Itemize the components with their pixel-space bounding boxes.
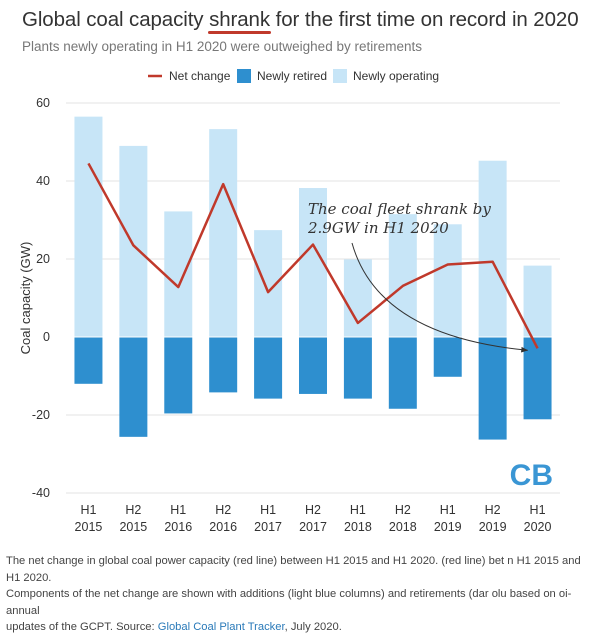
x-tick-label: 2015 (75, 520, 103, 534)
bar-newly-retired (478, 337, 507, 440)
legend-swatch-newly-retired (237, 69, 251, 83)
y-tick-label: 40 (36, 174, 50, 188)
bar-newly-retired (209, 337, 238, 393)
annotation: The coal fleet shrank by2.9GW in H1 2020 (307, 200, 529, 353)
bar-newly-retired (74, 337, 103, 384)
bar-newly-retired (254, 337, 283, 399)
x-tick-label: H2 (395, 503, 411, 517)
x-tick-label: 2019 (479, 520, 507, 534)
bar-newly-retired (523, 337, 552, 420)
x-tick-label: 2015 (119, 520, 147, 534)
bar-newly-retired (343, 337, 372, 399)
bar-newly-operating (388, 214, 417, 337)
y-axis-label: Coal capacity (GW) (18, 242, 33, 355)
x-tick-label: H2 (485, 503, 501, 517)
y-tick-label: 60 (36, 96, 50, 110)
caption-text: olu (491, 588, 507, 600)
annotation-text: The coal fleet shrank by (308, 200, 491, 218)
caption-text: , July 2020. (284, 621, 342, 633)
bar-newly-retired (164, 337, 193, 414)
bar-newly-operating (523, 265, 552, 337)
x-tick-labels: H1 2015 H2 2015 H1 2016 H2 2016 H1 2017 H2 2017 H1 20… (75, 503, 552, 534)
x-tick-label: 2017 (254, 520, 282, 534)
x-tick-label: H1 (170, 503, 186, 517)
bars (74, 116, 552, 440)
caption-text: n H1 2015 and H1 2020. (6, 555, 581, 584)
annotation-text: 2.9GW in H1 2020 (307, 219, 449, 237)
caption-text: The net change in global coal power capa… (6, 555, 505, 567)
x-tick-label: 2016 (164, 520, 192, 534)
x-tick-label: 2020 (524, 520, 552, 534)
x-tick-label: 2018 (389, 520, 417, 534)
legend-label-newly-retired: Newly retired (257, 69, 327, 83)
chart-subtitle: Plants newly operating in H1 2020 were o… (22, 39, 422, 54)
bar-newly-operating (343, 259, 372, 337)
carbon-brief-logo: CB (510, 459, 553, 492)
bar-newly-retired (388, 337, 417, 409)
x-tick-label: H2 (305, 503, 321, 517)
bar-newly-operating (119, 145, 148, 337)
x-tick-label: 2017 (299, 520, 327, 534)
bar-newly-retired (433, 337, 462, 377)
y-tick-labels: 60 40 20 0 -20 -40 (32, 96, 50, 500)
legend-swatch-newly-operating (333, 69, 347, 83)
x-tick-label: H1 (350, 503, 366, 517)
x-tick-label: H2 (215, 503, 231, 517)
title-part: Global coal capacity (22, 8, 210, 31)
source-link[interactable]: Global Coal Plant Tracker (157, 621, 285, 633)
bar-newly-retired (299, 337, 327, 394)
x-tick-label: 2018 (344, 520, 372, 534)
bar-newly-operating (433, 224, 462, 337)
x-tick-label: 2019 (434, 520, 462, 534)
annotation-arrow (351, 242, 529, 353)
caption: The net change in global coal power capa… (6, 553, 596, 636)
bar-newly-operating (478, 160, 507, 337)
title-highlight: shrank (209, 8, 270, 31)
bar-newly-operating (209, 129, 238, 337)
y-tick-label: 20 (36, 252, 50, 266)
chart-title: Global coal capacity shrank for the firs… (22, 8, 579, 32)
x-tick-label: H2 (125, 503, 141, 517)
caption-text: Components of the net change are shown w… (6, 588, 489, 600)
y-tick-label: -20 (32, 408, 50, 422)
legend: Net change Newly retired Newly operating (148, 69, 439, 83)
caption-text: updates of the GCPT. Source: (6, 621, 158, 633)
x-tick-label: H1 (260, 503, 276, 517)
x-tick-label: 2016 (209, 520, 237, 534)
caption-line-2: Components of the net change are shown w… (6, 586, 596, 619)
legend-label-newly-operating: Newly operating (353, 69, 439, 83)
bar-newly-retired (119, 337, 148, 437)
title-part: for the first time on record in 2020 (270, 8, 579, 31)
net-change-line (87, 162, 539, 349)
bar-newly-operating (164, 211, 193, 337)
y-tick-label: 0 (43, 330, 50, 344)
x-tick-label: H1 (440, 503, 456, 517)
bar-newly-operating (74, 116, 103, 338)
caption-line-3: updates of the GCPT. Source: Global Coal… (6, 619, 596, 636)
caption-line-1: The net change in global coal power capa… (6, 553, 596, 586)
x-tick-label: H1 (530, 503, 546, 517)
x-tick-label: H1 (80, 503, 96, 517)
y-tick-label: -40 (32, 486, 50, 500)
legend-label-net-change: Net change (169, 69, 231, 83)
